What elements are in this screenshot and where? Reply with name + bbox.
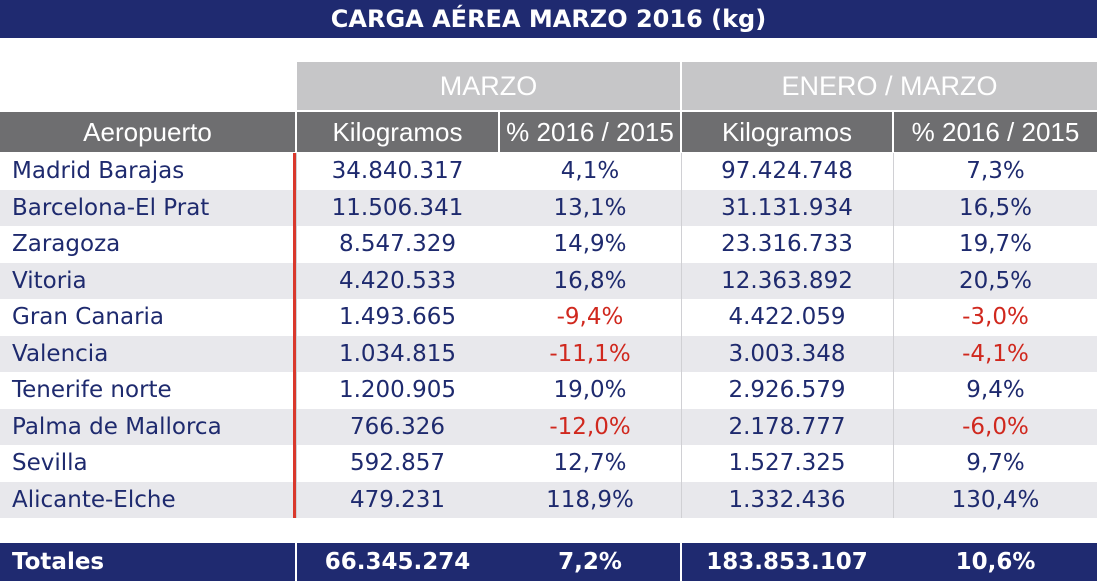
value-cell: 34.840.317 [331,158,464,185]
airport-name: Tenerife norte [12,377,172,404]
value-cell: 8.547.329 [338,231,457,258]
value-cell: 4,1% [560,158,620,185]
airport-name: Palma de Mallorca [12,413,222,440]
airport-name: Gran Canaria [12,304,165,331]
totals-label: Totales [12,549,105,575]
column-divider [893,153,894,518]
value-cell: 97.424.748 [721,158,853,185]
value-cell: 31.131.934 [721,194,853,221]
total-value: 7,2% [558,549,622,575]
total-value: 66.345.274 [324,549,471,575]
value-cell: 1.493.665 [338,304,457,331]
value-cell: 118,9% [546,486,634,513]
row-background [0,372,1097,409]
value-cell: 479.231 [349,486,446,513]
row-background [0,299,1097,336]
airport-name: Vitoria [12,267,87,294]
value-cell: 13,1% [553,194,627,221]
value-cell: 2.178.777 [728,413,846,440]
value-cell: 2.926.579 [728,377,846,404]
row-background [0,153,1097,190]
value-cell: 3.003.348 [728,340,846,367]
column-header: % 2016 / 2015 [894,112,1097,152]
row-background [0,226,1097,263]
value-cell: 130,4% [951,486,1040,513]
column-header: % 2016 / 2015 [500,112,680,152]
total-value: 10,6% [955,549,1036,575]
totals-divider [680,543,682,581]
value-cell: 9,4% [966,377,1025,404]
value-cell: 20,5% [958,267,1033,294]
title-bar: CARGA AÉREA MARZO 2016 (kg) [0,0,1097,38]
row-background [0,262,1097,299]
row-background [0,445,1097,482]
column-header: Kilogramos [297,112,498,152]
value-cell: 1.527.325 [728,450,846,477]
airport-name: Sevilla [12,450,88,477]
value-cell: 12.363.892 [721,267,853,294]
value-cell: 4.422.059 [728,304,846,331]
totals-background [0,543,1097,581]
totals-divider [295,543,297,581]
column-header: Aeropuerto [0,112,295,152]
value-cell: -4,1% [962,340,1029,367]
value-cell: 16,8% [553,267,627,294]
value-cell: 1.332.436 [728,486,846,513]
value-cell: 14,9% [553,231,627,258]
value-cell: 4.420.533 [338,267,457,294]
value-cell: 19,7% [958,231,1033,258]
value-cell: -9,4% [556,304,624,331]
total-value: 183.853.107 [706,549,868,575]
red-divider [293,153,296,518]
value-cell: 1.200.905 [338,377,457,404]
column-header: Kilogramos [682,112,892,152]
airport-name: Alicante-Elche [12,486,176,513]
row-background [0,408,1097,445]
value-cell: 19,0% [553,377,627,404]
value-cell: 11.506.341 [331,194,464,221]
value-cell: 592.857 [349,450,446,477]
value-cell: -11,1% [549,340,631,367]
value-cell: 16,5% [958,194,1033,221]
group-header: ENERO / MARZO [682,62,1097,110]
value-cell: -6,0% [962,413,1029,440]
column-divider [681,153,682,518]
value-cell: 7,3% [966,158,1025,185]
airport-name: Zaragoza [12,231,121,258]
value-cell: -12,0% [549,413,631,440]
row-background [0,189,1097,226]
value-cell: 766.326 [349,413,446,440]
row-background [0,481,1097,518]
row-background [0,335,1097,372]
airport-name: Valencia [12,340,109,367]
airport-name: Madrid Barajas [12,158,185,185]
value-cell: 12,7% [553,450,627,477]
value-cell: 23.316.733 [721,231,853,258]
value-cell: -3,0% [962,304,1029,331]
column-divider [296,153,297,518]
value-cell: 9,7% [966,450,1025,477]
airport-name: Barcelona-El Prat [12,194,210,221]
value-cell: 1.034.815 [338,340,457,367]
group-header: MARZO [297,62,680,110]
